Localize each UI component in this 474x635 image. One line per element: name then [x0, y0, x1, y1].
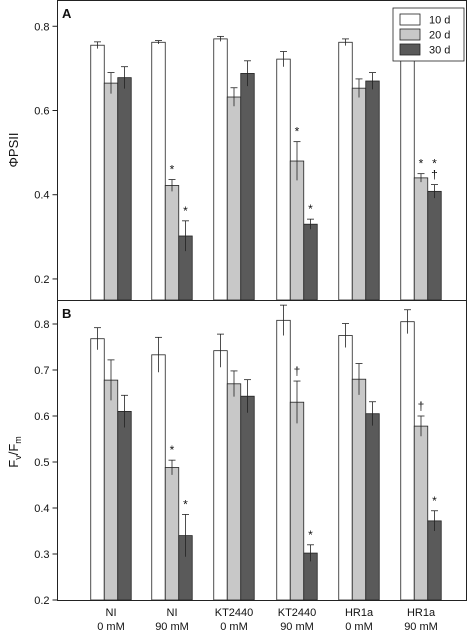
legend: 10 d 20 d 30 d [392, 7, 465, 62]
bar [413, 177, 429, 301]
bar [164, 185, 180, 301]
y-tick-label: 0.2 [34, 274, 49, 286]
significance-mark: * [183, 204, 188, 218]
significance-mark: † [294, 364, 301, 378]
x-category-label: KT2440 [278, 607, 317, 619]
bar [338, 41, 353, 301]
x-category-label: KT2440 [215, 607, 254, 619]
panel-a-ylabel: ΦPSII [6, 133, 21, 168]
bar [351, 87, 367, 301]
bar [151, 41, 166, 301]
bar [90, 44, 105, 301]
significance-mark: * [183, 497, 188, 511]
legend-swatch [399, 43, 421, 56]
significance-mark: * [432, 494, 437, 508]
bar [365, 413, 380, 601]
significance-mark: * [170, 443, 175, 457]
x-category-label: 0 mM [220, 621, 248, 633]
bar [90, 338, 105, 601]
y-tick-label: 0.4 [34, 190, 49, 202]
x-category-label: 0 mM [345, 621, 373, 633]
x-category-label: HR1a [407, 607, 436, 619]
panel-b-ylabel: Fv/Fm [6, 436, 23, 468]
bar [151, 354, 166, 601]
x-category-label: HR1a [345, 607, 374, 619]
bar [276, 319, 291, 601]
y-tick-label: 0.6 [34, 411, 49, 423]
y-tick-label: 0.6 [34, 105, 49, 117]
bar [413, 425, 429, 601]
bar [400, 321, 415, 601]
y-tick-label: 0.5 [34, 457, 49, 469]
x-category-label: NI [167, 607, 178, 619]
x-category-labels: NI 0 mM NI 90 mM KT2440 0 mM KT2440 90 mM HR1a 0 … [97, 607, 438, 633]
bar [427, 190, 442, 301]
significance-mark: * [432, 157, 437, 171]
y-tick-label: 0.3 [34, 549, 49, 561]
bar [276, 58, 291, 301]
panel-a-plot: 0.20.40.60.8**** **† [34, 21, 442, 301]
bar [289, 160, 305, 301]
bar [240, 73, 255, 301]
bar [303, 223, 318, 301]
bar [427, 520, 442, 601]
bar [400, 48, 415, 301]
y-tick-label: 0.7 [34, 365, 49, 377]
bar [351, 378, 367, 601]
legend-swatch [399, 13, 421, 26]
significance-mark: * [308, 202, 313, 216]
y-tick-label: 0.2 [34, 595, 49, 607]
y-tick-label: 0.4 [34, 503, 49, 515]
significance-mark: * [308, 528, 313, 542]
panel-b-frame [57, 300, 467, 601]
y-tick-label: 0.8 [34, 319, 49, 331]
x-category-label: NI [106, 607, 117, 619]
legend-swatch [399, 28, 421, 41]
panel-a-label: A [62, 6, 72, 21]
x-category-label: 90 mM [280, 621, 314, 633]
legend-label: 20 d [429, 30, 450, 42]
bar [117, 77, 132, 301]
x-category-label: 90 mM [155, 621, 189, 633]
bar [213, 38, 228, 301]
bar [226, 96, 242, 301]
bar [103, 379, 119, 601]
bar [117, 410, 132, 601]
bar [213, 350, 228, 601]
panel-b-label: B [62, 306, 71, 321]
significance-mark: * [295, 125, 300, 139]
significance-mark: † [431, 168, 438, 182]
bar [240, 395, 255, 601]
bar [365, 80, 380, 301]
significance-mark: † [418, 399, 425, 413]
legend-label: 10 d [429, 15, 450, 27]
panel-b-plot: 0.2 0.3 0.4 0.5 0.6 0.7 0.8 * † † * * * [34, 304, 442, 607]
significance-mark: * [170, 163, 175, 177]
x-category-label: 0 mM [97, 621, 125, 633]
y-tick-label: 0.8 [34, 21, 49, 33]
legend-label: 30 d [429, 45, 450, 57]
bar [226, 383, 242, 601]
x-category-label: 90 mM [404, 621, 438, 633]
bar [103, 82, 119, 301]
bar [164, 467, 180, 601]
bar [338, 335, 353, 601]
bar [289, 401, 305, 601]
significance-mark: * [419, 157, 424, 171]
